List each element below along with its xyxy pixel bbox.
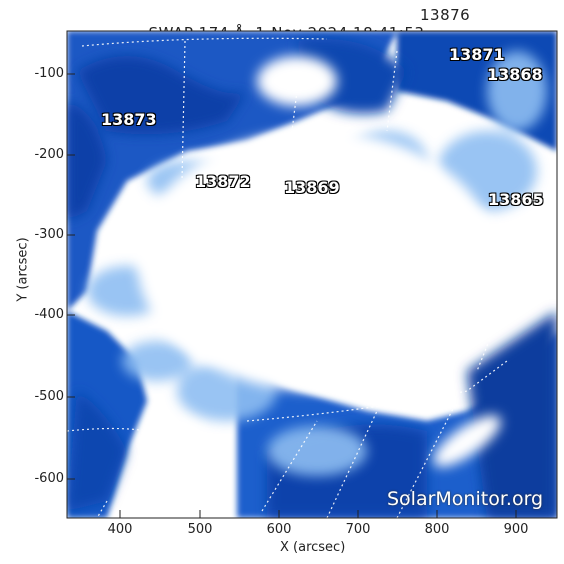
active-region-label: 13868 <box>487 65 543 84</box>
x-tick-label: 500 <box>187 522 213 537</box>
x-tick-label: 800 <box>424 522 450 537</box>
active-region-label: 13872 <box>195 172 251 191</box>
y-tick-label: -300 <box>34 227 64 242</box>
y-tick-label: -100 <box>34 66 64 81</box>
active-region-label: 13871 <box>449 45 505 64</box>
euv-image <box>67 31 557 518</box>
active-region-label: 13865 <box>488 190 544 209</box>
y-tick-label: -200 <box>34 147 64 162</box>
watermark: SolarMonitor.org <box>387 488 544 510</box>
title-overlap-label: 13876 <box>420 6 471 24</box>
solar-image <box>67 31 557 518</box>
x-tick-label: 700 <box>345 522 371 537</box>
y-tick-label: -400 <box>34 307 64 322</box>
y-axis-title: Y (arcsec) <box>15 237 31 302</box>
x-tick-label: 900 <box>503 522 529 537</box>
active-region-label: 13869 <box>284 178 340 197</box>
x-tick-label: 600 <box>266 522 292 537</box>
active-region-label: 13873 <box>101 110 157 129</box>
y-tick-label: -600 <box>34 471 64 486</box>
y-tick-label: -500 <box>34 389 64 404</box>
x-tick-label: 400 <box>107 522 133 537</box>
x-axis-title: X (arcsec) <box>280 540 346 555</box>
